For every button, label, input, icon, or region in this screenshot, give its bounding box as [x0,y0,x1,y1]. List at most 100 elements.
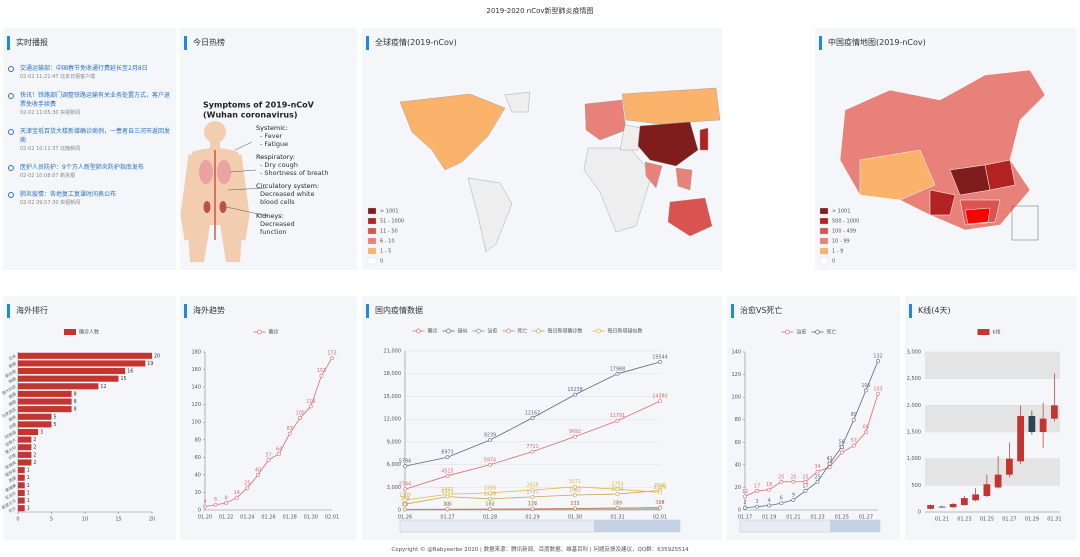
news-link[interactable]: 天津宝坻百货大楼新增确诊病例，一患者自三河市返回发病 [20,128,171,144]
data-label: 1309 [399,493,411,499]
point [851,417,856,422]
x-tick-label: 01.27 [1002,517,1016,523]
data-label: 2 [33,452,36,458]
y-tick-label: 印度 [7,451,17,460]
figure-section-line: Decreased [260,220,295,228]
series-line [204,357,333,507]
point [403,502,407,507]
point [815,479,820,484]
candle-body [1051,405,1058,419]
figure-heading: Symptoms of 2019-nCoV [203,101,315,110]
bar [18,489,25,496]
candle-body [972,494,979,501]
news-panel: 实时播报 [3,28,176,270]
legend-label: 6 - 10 [380,239,395,245]
figure-section-title: Respiratory: [256,153,295,161]
y-tick-label: 500 [911,483,921,489]
data-label: 1982 [569,487,581,493]
x-tick-label: 01.25 [980,517,994,523]
panel-title: 国内疫情数据 [366,304,423,318]
bar [18,482,25,489]
x-tick-label: 01.27 [859,515,873,521]
point [403,498,407,502]
y-tick-label: 3,000 [907,350,921,356]
candle-body [949,504,957,508]
y-tick-label: 15,000 [384,394,402,400]
bar [18,436,32,443]
news-list: 交通运输部：中国春节免收通行费延长至2月8日 02-02 11:21:47 北京日… [8,64,173,217]
legend-label: 每日新增确诊数 [548,328,583,335]
legend-label: 确诊 [428,328,438,335]
legend-label: 0 [380,259,383,265]
page-title: 2019-2020 nCov新型肺炎疫情图 [486,7,594,15]
data-label: 87 [287,426,293,432]
data-label: 6 [780,496,783,502]
x-tick-label: 01.19 [762,515,776,521]
news-link[interactable]: 快讯！铁路部门调整铁路运输有关业务处置方式，客户退票免收手续费 [20,92,171,108]
legend-swatch [367,217,377,225]
legend-label: 100 - 499 [832,229,856,235]
point [851,443,856,448]
legend-label: 51 - 1000 [380,219,404,225]
data-label: 14 [234,490,240,496]
data-label: 25 [802,474,808,480]
news-meta: 02-02 10:11:37 北晚新闻 [20,146,81,152]
y-tick-label: 芬兰 [7,505,17,514]
data-label: 40 [255,467,261,473]
point [488,490,492,495]
data-label: 3 [756,499,759,505]
data-label: 4 [768,498,771,504]
point [573,493,577,497]
x-tick-label: 01.24 [240,515,254,521]
bar [18,383,99,390]
y-tick-label: 21,000 [384,349,402,355]
point [319,373,324,378]
data-label: 41 [827,456,833,462]
x-tick-label: 5 [50,517,53,523]
y-tick-label: 80 [735,417,741,423]
figure-section-line: blood cells [260,198,295,206]
data-label: 103 [873,386,882,392]
data-label: 19544 [652,355,667,361]
data-label: 14380 [652,394,667,400]
point [767,503,772,508]
point [803,488,808,493]
legend-label: 死亡 [827,329,837,336]
legend-swatch [367,207,377,215]
point [791,497,796,502]
y-tick-label: 40 [195,472,201,478]
point [573,392,577,397]
point [403,487,407,492]
x-tick-label: 01.28 [483,515,497,521]
news-link[interactable]: 交通运输部：中国春节免收通行费延长至2月8日 [20,65,148,72]
y-tick-label: 新加坡 [4,368,17,379]
data-label: 9 [792,492,795,498]
y-tick-label: 60 [195,455,201,461]
x-tick-label: 20 [149,517,155,523]
point [743,494,747,499]
data-label: 5 [54,422,57,428]
news-meta: 02-02 09:57:30 央视新闻 [20,200,81,206]
news-link[interactable]: 医护人员防护：9个万人新型肺炎防护指南发布 [20,164,144,171]
x-tick-label: 01.26 [261,515,275,521]
point [445,455,450,460]
legend-dot [506,328,511,334]
point [234,495,239,500]
y-tick-label: 1,000 [907,456,921,462]
data-label: 25 [778,474,784,480]
legend-swatch [367,257,377,265]
y-tick-label: 美国 [7,390,17,399]
data-label: 3071 [569,479,581,485]
data-label: 2266 [484,485,496,491]
legend-label: 确诊 [269,329,279,336]
x-tick-label: 02.01 [325,515,339,521]
y-tick-label: 柬埔寨 [4,482,17,493]
point [615,371,620,376]
x-tick-label: 01.20 [198,515,212,521]
legend-label: 每日新增疑似数 [608,328,643,335]
news-link[interactable]: 肺炎疫情：各地复工复课时间表公布 [20,191,117,198]
chart-panel: 海外趋势 [180,296,357,540]
data-label: 25 [814,474,820,480]
data-label: 5 [54,414,57,420]
y-tick-label: 140 [731,350,741,356]
